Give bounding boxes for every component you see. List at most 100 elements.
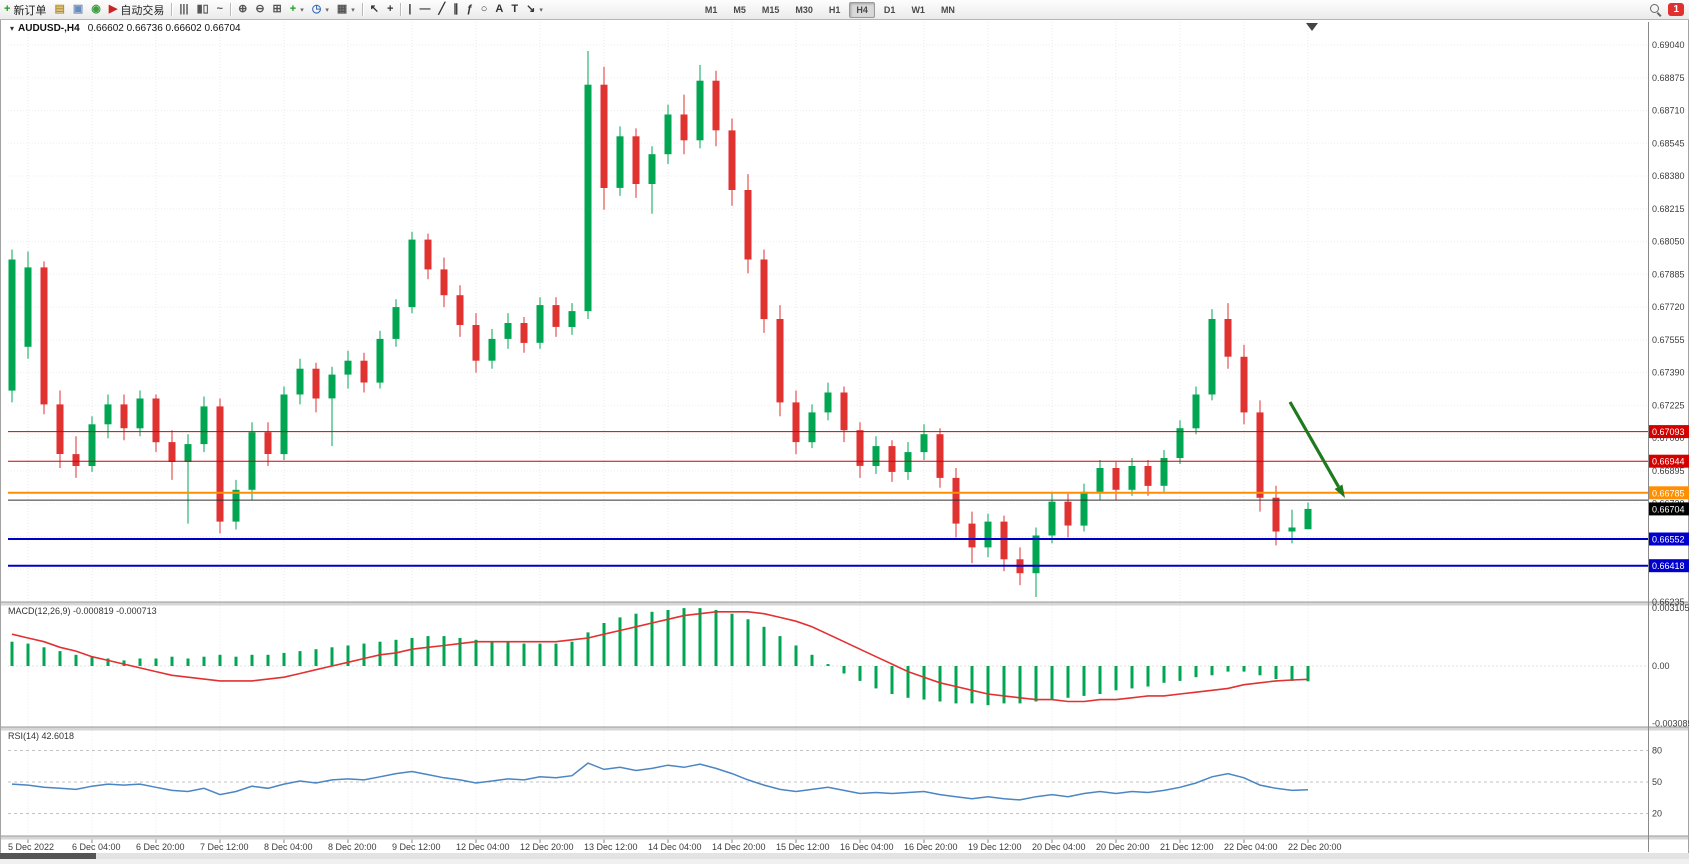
new-order-button-label: 新订单 [13,4,47,17]
svg-text:12 Dec 04:00: 12 Dec 04:00 [456,842,510,852]
timeframe-mn-button[interactable]: MN [940,4,955,15]
horizontal-line-button[interactable]: — [416,1,435,18]
rsi-name: RSI(14) [8,731,40,741]
svg-text:0.66418: 0.66418 [1652,561,1685,571]
current-price-badge [1649,502,1689,516]
price-level-badge [1649,425,1689,439]
scrollbar-thumb[interactable] [0,853,96,859]
pane-splitter[interactable] [1,727,1688,731]
timeframe-m1-button[interactable]: M1 [704,4,718,15]
horizontal-line-icon: — [419,3,431,15]
svg-text:0.003105: 0.003105 [1652,603,1689,613]
toolbar-separator [361,3,363,16]
zoom-out-icon: ⊖ [255,3,265,15]
svg-text:19 Dec 12:00: 19 Dec 12:00 [968,842,1022,852]
pane-splitter[interactable] [1,602,1688,606]
svg-text:16 Dec 04:00: 16 Dec 04:00 [840,842,894,852]
autotrade-icon: ▶ [108,3,118,15]
svg-text:0.66552: 0.66552 [1652,535,1685,545]
horizontal-scrollbar[interactable] [0,853,1689,859]
crosshair-button[interactable]: + [383,1,397,18]
fibonacci-button[interactable]: ƒ [463,1,477,18]
svg-text:0.66895: 0.66895 [1652,466,1685,476]
svg-text:6 Dec 20:00: 6 Dec 20:00 [136,842,185,852]
chart-ohlc-values: 0.66602 0.66736 0.66602 0.66704 [87,23,241,34]
svg-text:15 Dec 12:00: 15 Dec 12:00 [776,842,830,852]
toolbar-right: 1 [1650,3,1689,16]
toolbar-left-groups: + 新订单 ▤ ▣ ◉ ▶ 自动交易 ||| ▮▯ ~ ⊕ ⊖ ⊞ + ▾ ◷ ▾ ▦ ▾ ↖ + | — ╱ ∥ ƒ ○ A T ↘ ▾ [0,1,547,18]
svg-text:0.67555: 0.67555 [1652,335,1685,345]
svg-text:0.67093: 0.67093 [1652,427,1685,437]
bar-chart-icon: ||| [179,3,189,15]
trendline-button[interactable]: ╱ [435,1,450,18]
svg-text:13 Dec 12:00: 13 Dec 12:00 [584,842,638,852]
rsi-value: 42.6018 [41,731,75,741]
vertical-line-icon: | [408,3,412,15]
svg-text:20: 20 [1652,809,1662,819]
channel-button[interactable]: ∥ [449,1,463,18]
macd-values: -0.000819 -0.000713 [73,606,157,616]
timeframe-w1-button[interactable]: W1 [911,4,925,15]
chevron-down-icon: ▾ [325,6,329,14]
chart-symbol-label: AUDUSD-,H4 [18,23,80,34]
templates-button[interactable]: ▦ ▾ [333,1,359,18]
chevron-down-icon: ▾ [300,6,304,14]
svg-text:50: 50 [1652,777,1662,787]
new-order-button[interactable]: + 新订单 [0,1,50,18]
svg-text:0.67060: 0.67060 [1652,433,1685,443]
svg-text:7 Dec 12:00: 7 Dec 12:00 [200,842,249,852]
timeframe-d1-button[interactable]: D1 [883,4,896,15]
indicators-button[interactable]: + ▾ [286,1,308,18]
profiles-icon: ▣ [72,3,84,15]
timeframe-h4-button[interactable]: H4 [849,1,875,18]
timeframe-h1-button[interactable]: H1 [828,4,841,15]
candle-chart-button[interactable]: ▮▯ [193,1,213,18]
svg-text:8 Dec 20:00: 8 Dec 20:00 [328,842,377,852]
svg-text:-0.003089: -0.003089 [1652,719,1689,729]
toolbar: + 新订单 ▤ ▣ ◉ ▶ 自动交易 ||| ▮▯ ~ ⊕ ⊖ ⊞ + ▾ ◷ ▾ ▦ ▾ ↖ + | — ╱ ∥ ƒ ○ A T ↘ ▾ … [0,0,1689,20]
timeframe-m5-button[interactable]: M5 [733,4,746,15]
notification-badge[interactable]: 1 [1668,3,1684,16]
zoom-out-button[interactable]: ⊖ [251,1,268,18]
line-chart-button[interactable]: ~ [213,1,227,18]
label-button[interactable]: T [507,1,522,18]
tile-windows-icon: ⊞ [272,3,282,15]
price-axis[interactable]: 0.69040 0.68875 0.68710 0.68545 0.68380 0.682… [1649,40,1689,729]
arrows-button[interactable]: ↘ ▾ [522,1,547,18]
shapes-button[interactable]: ○ [477,1,492,18]
chart-shift-marker[interactable] [1306,23,1318,31]
bar-chart-button[interactable]: ||| [175,1,192,18]
arrows-icon: ↘ [526,3,536,15]
cursor-button[interactable]: ↖ [366,1,383,18]
pane-splitter[interactable] [1,836,1688,840]
chevron-down-icon: ▾ [351,6,355,14]
svg-text:0.68710: 0.68710 [1652,106,1685,116]
rsi-line [11,762,1309,801]
timeframe-m15-button[interactable]: M15 [761,4,780,15]
zoom-in-button[interactable]: ⊕ [234,1,251,18]
label-icon: T [511,3,519,15]
channel-icon: ∥ [453,3,459,15]
text-button[interactable]: A [491,1,507,18]
periods-button[interactable]: ◷ ▾ [308,1,333,18]
vertical-line-button[interactable]: | [404,1,415,18]
arrow-annotation[interactable] [1288,401,1345,498]
autotrade-button[interactable]: ▶ 自动交易 [105,1,168,18]
refresh-button[interactable]: ◉ [87,1,105,18]
autotrade-button-label: 自动交易 [120,4,165,17]
timeframe-toolbar: M1 M5 M15 M30 H1 H4 D1 W1 MN [697,1,963,18]
time-axis[interactable]: 5 Dec 2022 6 Dec 04:00 6 Dec 20:00 7 Dec 12… [8,839,1342,853]
search-icon[interactable] [1650,3,1662,16]
charts-icon: ▤ [54,3,65,15]
timeframe-m30-button[interactable]: M30 [795,4,813,15]
svg-text:14 Dec 04:00: 14 Dec 04:00 [648,842,702,852]
price-level-badge [1649,532,1689,546]
charts-button[interactable]: ▤ [50,1,68,18]
tile-windows-button[interactable]: ⊞ [269,1,286,18]
svg-text:12 Dec 20:00: 12 Dec 20:00 [520,842,574,852]
svg-text:22 Dec 20:00: 22 Dec 20:00 [1288,842,1342,852]
profiles-button[interactable]: ▣ [69,1,87,18]
svg-text:20 Dec 04:00: 20 Dec 04:00 [1032,842,1086,852]
